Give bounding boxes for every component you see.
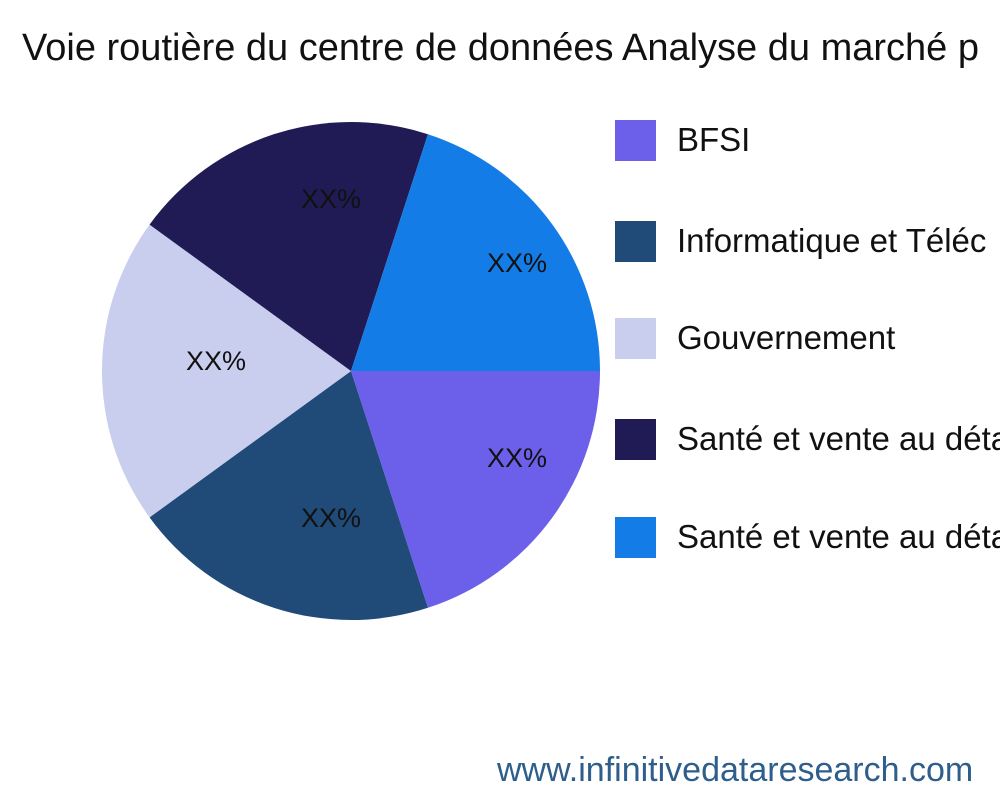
pie-percent-label-0: XX% xyxy=(487,443,547,473)
pie-slice-4 xyxy=(351,134,600,371)
legend-swatch xyxy=(615,119,656,161)
legend-label: BFSI xyxy=(677,121,751,158)
pie-percent-label-2: XX% xyxy=(186,346,246,376)
legend-item-bfsi: BFSI xyxy=(615,119,750,161)
legend-item-informatique: Informatique et Téléc xyxy=(615,220,986,262)
legend-label: Informatique et Téléc xyxy=(677,222,987,259)
legend-item-sante-1: Santé et vente au déta xyxy=(615,418,1000,460)
legend-item-sante-2: Santé et vente au déta xyxy=(615,516,1000,558)
legend-swatch xyxy=(615,418,656,460)
legend-label: Santé et vente au déta xyxy=(677,420,1000,457)
pie-percent-label-1: XX% xyxy=(301,503,361,533)
pie-slice-0 xyxy=(351,371,600,608)
footer-url: www.infinitivedataresearch.com xyxy=(497,751,974,789)
legend-item-gouvernement: Gouvernement xyxy=(615,317,895,359)
pie-percent-label-3: XX% xyxy=(301,184,361,214)
page-title: Voie routière du centre de données Analy… xyxy=(22,27,979,69)
pie-percent-label-4: XX% xyxy=(487,248,547,278)
legend-swatch xyxy=(615,516,656,558)
legend-swatch xyxy=(615,220,656,262)
pie-slice-2 xyxy=(101,224,351,518)
legend-label: Gouvernement xyxy=(677,319,896,356)
legend-label: Santé et vente au déta xyxy=(677,518,1000,555)
pie-slice-1 xyxy=(149,371,428,621)
legend-swatch xyxy=(615,317,656,359)
pie-slice-3 xyxy=(149,121,428,371)
